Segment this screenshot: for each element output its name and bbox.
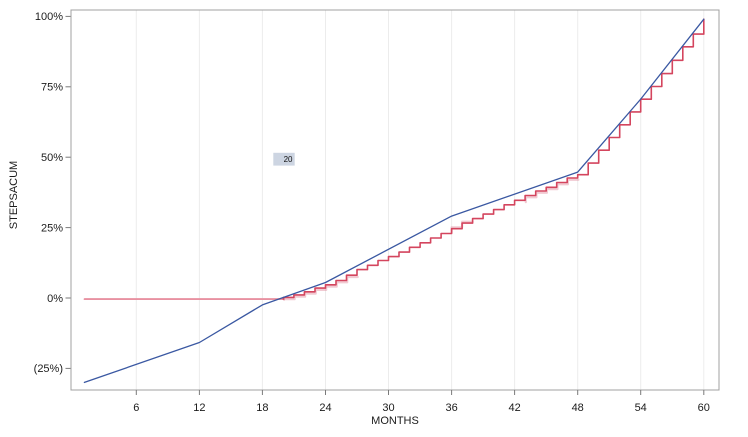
svg-text:(25%): (25%) [34, 363, 63, 375]
svg-text:20: 20 [284, 155, 293, 164]
svg-text:48: 48 [572, 402, 584, 414]
svg-text:MONTHS: MONTHS [371, 415, 419, 427]
svg-text:42: 42 [508, 402, 520, 414]
svg-text:25%: 25% [41, 222, 63, 234]
svg-text:6: 6 [133, 402, 139, 414]
svg-text:18: 18 [256, 402, 268, 414]
svg-text:75%: 75% [41, 82, 63, 94]
svg-text:54: 54 [635, 402, 647, 414]
svg-text:100%: 100% [35, 11, 63, 23]
svg-text:60: 60 [698, 402, 710, 414]
svg-text:0%: 0% [47, 293, 63, 305]
svg-text:24: 24 [319, 402, 331, 414]
svg-text:36: 36 [445, 402, 457, 414]
svg-text:12: 12 [193, 402, 205, 414]
svg-text:50%: 50% [41, 152, 63, 164]
svg-text:STEPSACUM: STEPSACUM [8, 161, 20, 229]
svg-text:30: 30 [382, 402, 394, 414]
